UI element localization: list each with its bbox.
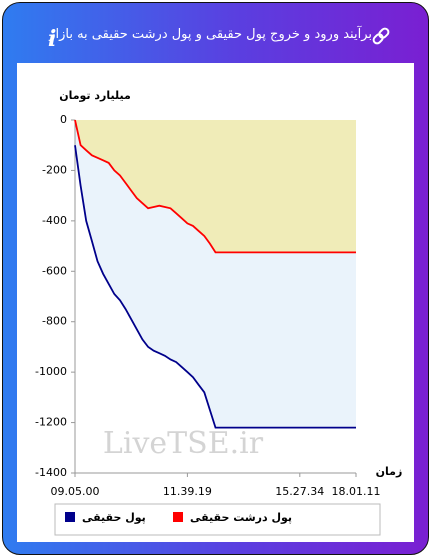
y-tick-label: -600 bbox=[42, 264, 67, 277]
x-axis-label: زمان bbox=[376, 465, 403, 478]
x-tick-label: 15.27.34 bbox=[275, 485, 324, 498]
link-icon[interactable] bbox=[372, 27, 390, 45]
y-tick-label: 0 bbox=[60, 113, 67, 126]
header-icons: i bbox=[48, 26, 390, 52]
y-tick-label: -200 bbox=[42, 163, 67, 176]
y-tick-label: -800 bbox=[42, 315, 67, 328]
header: i برآیند ورود و خروج پول حقیقی و پول درش… bbox=[3, 3, 428, 65]
legend-label: پول درشت حقیقی bbox=[190, 511, 292, 524]
info-icon[interactable]: i bbox=[48, 26, 56, 52]
header-title: برآیند ورود و خروج پول حقیقی و پول درشت … bbox=[49, 27, 372, 42]
legend-label: پول حقیقی bbox=[82, 511, 146, 524]
y-tick-label: -1400 bbox=[35, 466, 67, 479]
y-tick-label: -1200 bbox=[35, 416, 67, 429]
y-tick-label: -1000 bbox=[35, 365, 67, 378]
x-tick-label: 09.05.00 bbox=[51, 485, 100, 498]
y-axis-label: میلیارد تومان bbox=[59, 89, 131, 102]
series-line bbox=[74, 119, 356, 254]
legend-swatch bbox=[65, 512, 75, 522]
series-line bbox=[74, 145, 356, 429]
area-between bbox=[75, 120, 356, 428]
x-tick-label: 18.01.11 bbox=[332, 485, 381, 498]
watermark: LiveTSE.ir bbox=[103, 426, 264, 461]
legend-swatch bbox=[173, 512, 183, 522]
y-tick-label: -400 bbox=[42, 214, 67, 227]
legend-box bbox=[54, 503, 381, 536]
area-upper bbox=[75, 120, 356, 253]
x-tick-label: 11.39.19 bbox=[163, 485, 212, 498]
